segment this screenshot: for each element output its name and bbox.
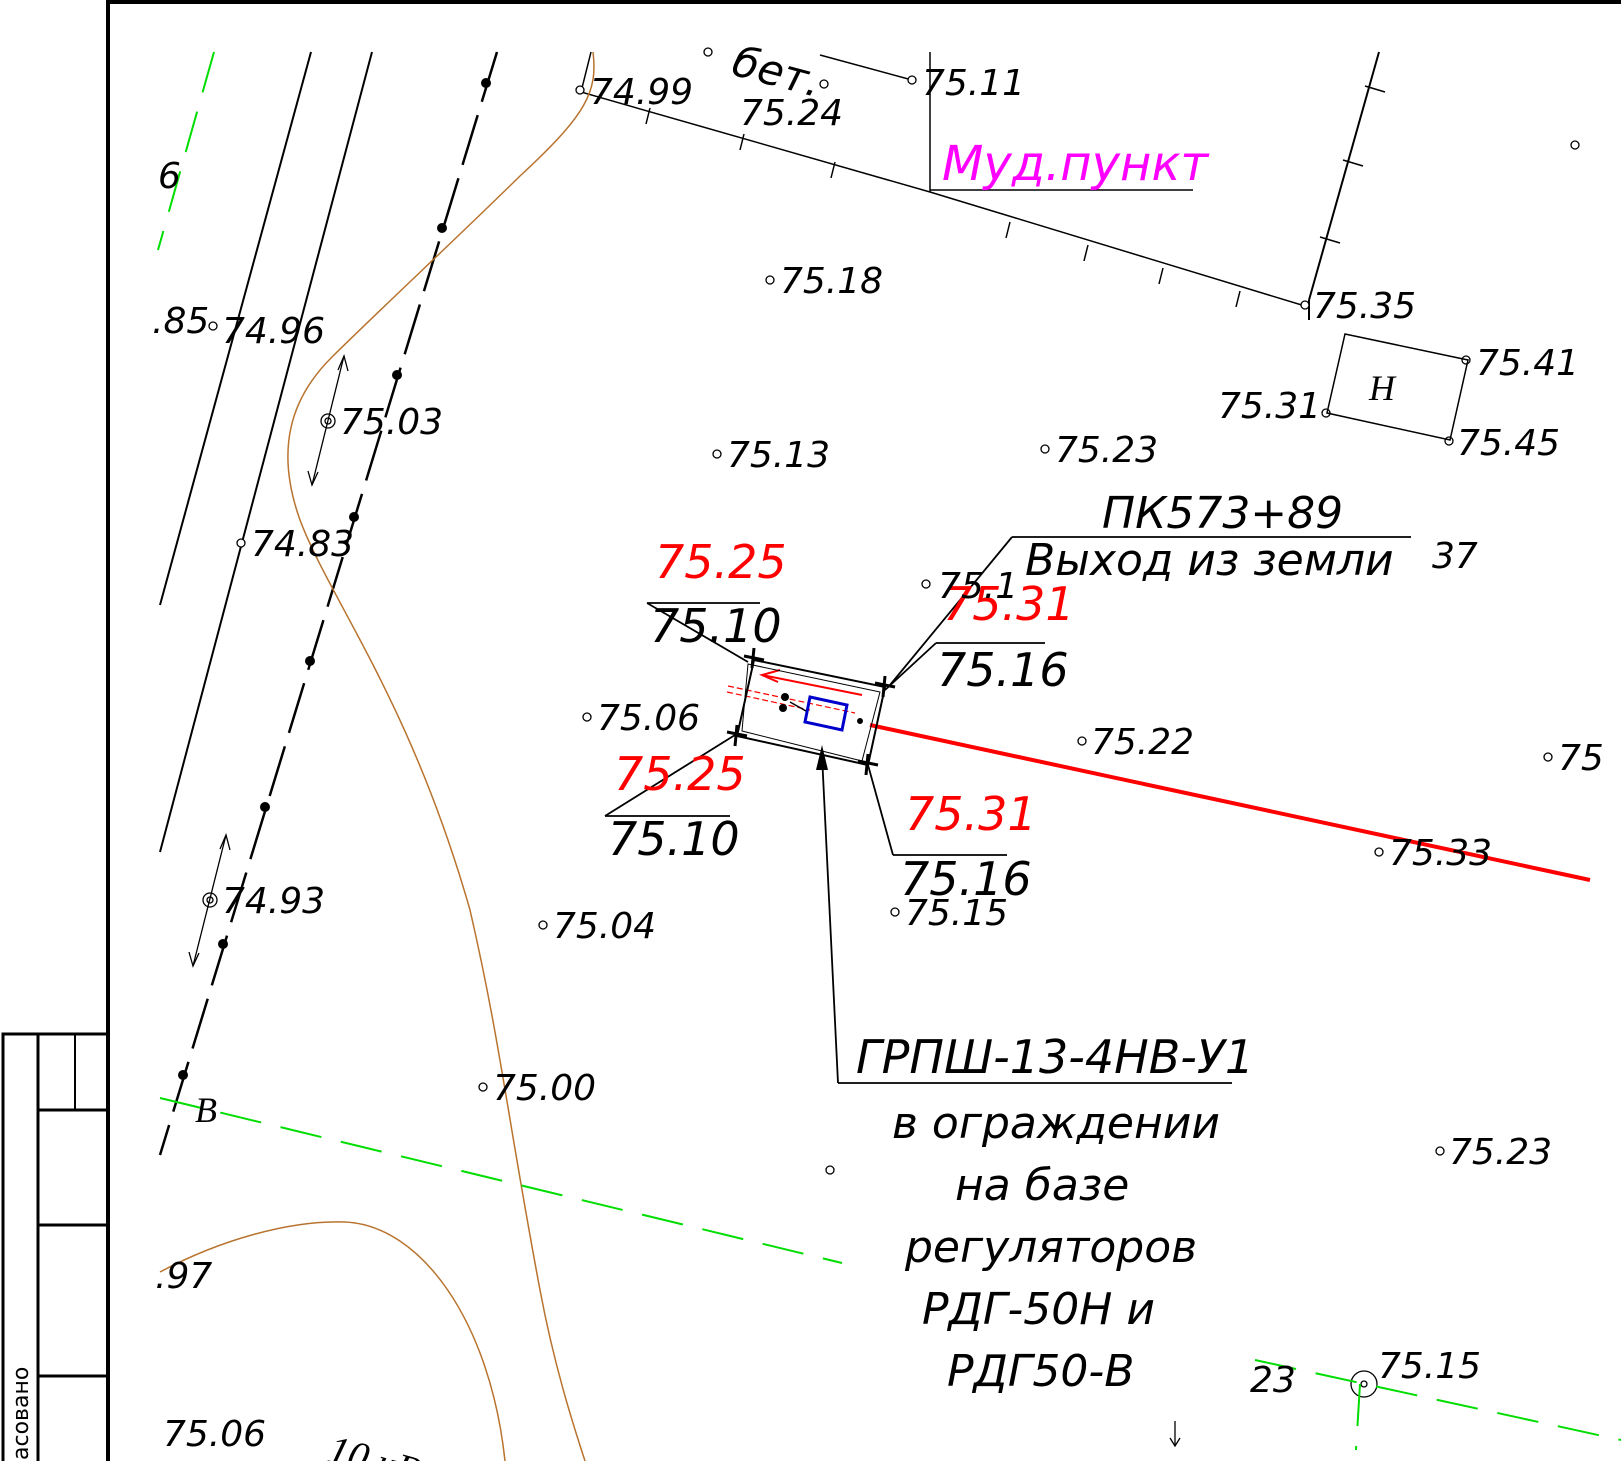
elevation-label: 75.22: [1091, 722, 1194, 763]
survey-points: [202, 47, 1580, 1398]
building-h-letter: Н: [1368, 368, 1397, 408]
med-point-label: Муд.пункт: [942, 136, 1210, 192]
elevation-label: 75.15: [1378, 1346, 1481, 1387]
frame-stamp-text: асовано: [9, 1367, 34, 1460]
elevation-label: 75.15: [905, 893, 1008, 934]
elevation-label: 75.33: [1389, 833, 1492, 874]
grpsh-title: ГРПШ-13-4НВ-У1: [856, 1030, 1254, 1084]
elevation-label: 75.35: [1313, 286, 1416, 327]
elevation-label: 75.18: [780, 261, 883, 302]
elevation-label: 75.45: [1457, 423, 1560, 464]
elevation-label: 75.24: [740, 93, 843, 134]
elevation-label: 6: [158, 156, 181, 197]
elevation-label: 75.11: [922, 63, 1025, 104]
cable-label: 10 кВ: [324, 1426, 426, 1461]
corner-sw-existing: 75.10: [608, 812, 740, 866]
elevation-label: 75.41: [1476, 343, 1579, 384]
pk-station-label: ПК573+89: [1102, 488, 1343, 539]
flow-arrows: [188, 354, 1181, 1448]
grpsh-desc-1: в ограждении: [892, 1098, 1220, 1149]
grpsh-desc-3: регуляторов: [904, 1222, 1197, 1273]
elevation-label: 37: [1432, 536, 1478, 577]
elevation-label: .97: [155, 1256, 212, 1297]
elevation-label: 75.31: [1218, 386, 1321, 427]
elevation-label: .85: [152, 301, 209, 342]
point-letter-b: В: [195, 1090, 217, 1130]
ground-exit-label: Выход из земли: [1025, 535, 1394, 586]
grpsh-desc-4: РДГ-50Н и: [922, 1284, 1155, 1335]
corner-se-design: 75.31: [905, 787, 1037, 841]
elevation-label: 75.00: [493, 1068, 596, 1109]
grpsh-cabinet: [779, 693, 863, 732]
corner-ne-design: 75.31: [943, 577, 1075, 631]
elevation-label: 23: [1250, 1360, 1296, 1401]
elevation-label: 75.1: [938, 566, 1018, 607]
elevation-label: 75.23: [1055, 430, 1158, 471]
building-outline: [580, 51, 1386, 308]
corner-elevations: 75.25 75.10 75.31 75.16 75.25 75.10 75.3…: [608, 535, 1075, 906]
relief-contour: [159, 51, 595, 1461]
elevation-label: 74.96: [222, 311, 325, 352]
elevation-label: 75.03: [340, 402, 443, 443]
building-h: Н: [1326, 333, 1469, 441]
cable-route: [157, 51, 1621, 1451]
corner-sw-design: 75.25: [614, 747, 746, 801]
leader-arrowhead: [816, 745, 828, 770]
fence-corner-marks: [726, 647, 896, 776]
leader-lines: [604, 536, 1411, 1084]
elevation-label: 74.83: [251, 524, 354, 565]
elevation-label: 75.06: [597, 698, 700, 739]
elevation-labels: 74.99 75.24 75.11 75.18 75.35 75.41 75.3…: [152, 63, 1604, 1455]
corner-se-existing: 75.16: [900, 852, 1032, 906]
elevation-label: 75.04: [553, 906, 656, 947]
grpsh-desc-5: РДГ50-В: [947, 1346, 1134, 1397]
elevation-label: 74.93: [222, 881, 325, 922]
elevation-label: 75.23: [1449, 1132, 1552, 1173]
corner-ne-existing: 75.16: [937, 643, 1069, 697]
fence-line: [158, 51, 499, 1156]
corner-nw-design: 75.25: [655, 535, 787, 589]
gas-pipeline: [726, 669, 1591, 882]
elevation-label: 75: [1558, 738, 1604, 779]
elevation-label: 75.13: [727, 435, 830, 476]
elevation-label: 75.06: [163, 1414, 266, 1455]
grpsh-desc-2: на базе: [955, 1160, 1129, 1211]
elevation-label: 74.99: [590, 72, 693, 113]
corner-nw-existing: 75.10: [650, 599, 782, 653]
grpsh-fence: [735, 658, 887, 767]
